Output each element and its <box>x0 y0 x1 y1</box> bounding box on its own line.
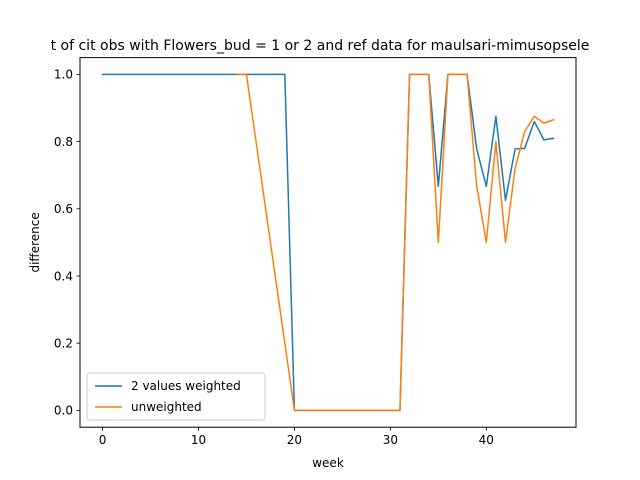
legend-label-unweighted: unweighted <box>131 400 202 414</box>
x-tick-label: 30 <box>383 433 398 447</box>
chart-title: t of cit obs with Flowers_bud = 1 or 2 a… <box>51 38 590 54</box>
x-axis-label: week <box>312 456 344 470</box>
series-layer <box>101 73 555 412</box>
x-tick-label: 20 <box>287 433 302 447</box>
legend-label-weighted: 2 values weighted <box>131 379 241 393</box>
y-tick-label: 0.6 <box>54 202 73 216</box>
x-tick-label: 0 <box>99 433 107 447</box>
plot-frame <box>79 57 577 428</box>
series-line-unweighted <box>236 73 555 412</box>
legend: 2 values weighted unweighted <box>86 372 266 421</box>
y-tick-label: 0.8 <box>54 135 73 149</box>
y-tick-label: 1.0 <box>54 68 73 82</box>
x-tick-label: 10 <box>191 433 206 447</box>
x-axis: 0 10 20 30 40 <box>99 427 494 447</box>
y-axis: 0.0 0.2 0.4 0.6 0.8 1.0 <box>54 68 80 418</box>
x-tick-label: 40 <box>479 433 494 447</box>
y-tick-label: 0.4 <box>54 269 73 283</box>
y-axis-label: difference <box>28 212 42 272</box>
y-tick-label: 0.2 <box>54 337 73 351</box>
y-tick-label: 0.0 <box>54 404 73 418</box>
legend-frame <box>86 372 266 421</box>
